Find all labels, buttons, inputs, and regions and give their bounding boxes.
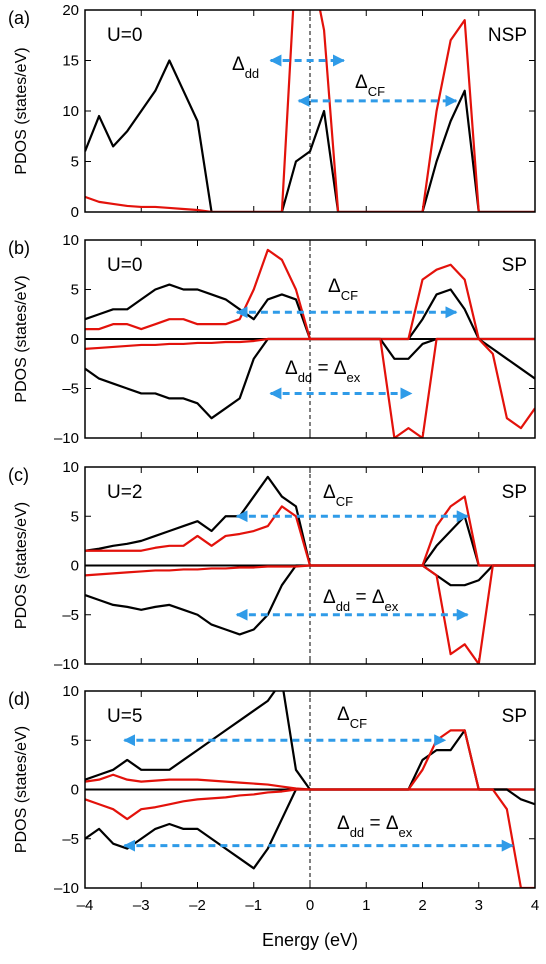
panel-label: (b)	[8, 238, 30, 258]
pdos-line	[85, 337, 535, 438]
x-tick-label: 4	[531, 897, 539, 914]
gap-label-part: CF	[341, 288, 358, 303]
gap-label-part: ex	[385, 599, 399, 614]
panel-label: (a)	[8, 8, 30, 28]
frame	[84, 239, 536, 439]
gap-label-part: ex	[347, 370, 361, 385]
y-tick-label: –10	[54, 656, 79, 673]
y-tick-label: 20	[62, 2, 79, 19]
gap-label-part: CF	[350, 716, 367, 731]
pdos-line	[85, 788, 535, 888]
gap-label-part: dd	[336, 599, 350, 614]
pdos-line	[85, 788, 535, 870]
panel-label: (c)	[8, 465, 29, 485]
x-axis-label: Energy (eV)	[262, 930, 358, 950]
y-tick-label: 5	[71, 508, 79, 525]
gap-label: Δdd = Δex	[337, 813, 413, 840]
mode-label: SP	[502, 482, 527, 503]
y-axis-label: PDOS (states/eV)	[13, 275, 30, 402]
gap-label: ΔCF	[337, 704, 367, 731]
gap-label-part: = Δ	[350, 587, 385, 608]
pdos-line	[85, 564, 535, 664]
y-tick-label: 0	[71, 782, 79, 799]
frame	[84, 9, 536, 213]
x-tick-label: –1	[245, 897, 262, 914]
gap-label: ΔCF	[323, 482, 353, 509]
y-tick-label: 5	[71, 732, 79, 749]
panel-label: (d)	[8, 689, 30, 709]
gap-label-part: Δ	[337, 813, 350, 834]
mode-label: SP	[502, 706, 527, 727]
x-tick-label: 0	[306, 897, 314, 914]
mode-label: NSP	[488, 25, 527, 46]
gap-label-part: Δ	[285, 358, 298, 379]
y-tick-label: –10	[54, 430, 79, 447]
y-tick-label: 10	[62, 683, 79, 700]
gap-label-part: = Δ	[312, 358, 347, 379]
y-tick-label: –5	[62, 607, 79, 624]
x-tick-label: –2	[189, 897, 206, 914]
x-tick-label: –3	[133, 897, 150, 914]
x-tick-label: 3	[475, 897, 483, 914]
pdos-line	[85, 10, 535, 212]
gap-label-part: Δ	[232, 54, 245, 75]
gap-label: ΔCF	[355, 72, 385, 99]
y-tick-label: 10	[62, 103, 79, 120]
gap-label-part: Δ	[323, 482, 336, 503]
gap-label-part: CF	[336, 494, 353, 509]
u-label: U=0	[107, 25, 142, 46]
y-tick-label: –5	[62, 381, 79, 398]
y-axis-label: PDOS (states/eV)	[13, 47, 30, 174]
x-tick-label: 2	[418, 897, 426, 914]
gap-label-part: dd	[298, 370, 312, 385]
gap-label: ΔCF	[328, 276, 358, 303]
gap-label-part: Δ	[337, 704, 350, 725]
gap-label-part: dd	[350, 825, 364, 840]
y-tick-label: 10	[62, 459, 79, 476]
gap-label-part: Δ	[323, 587, 336, 608]
y-axis-label: PDOS (states/eV)	[13, 502, 30, 629]
y-tick-label: 0	[71, 331, 79, 348]
x-tick-label: –4	[77, 897, 94, 914]
y-tick-label: 5	[71, 282, 79, 299]
y-tick-label: 0	[71, 204, 79, 221]
gap-label-part: = Δ	[364, 813, 399, 834]
u-label: U=0	[107, 255, 142, 276]
gap-label-part: Δ	[328, 276, 341, 297]
y-axis-label: PDOS (states/eV)	[13, 726, 30, 853]
gap-label: Δdd = Δex	[285, 358, 361, 385]
x-tick-label: 1	[362, 897, 370, 914]
y-tick-label: –10	[54, 880, 79, 897]
gap-label-part: dd	[245, 66, 259, 81]
gap-label-part: ex	[399, 825, 413, 840]
mode-label: SP	[502, 255, 527, 276]
gap-label: Δdd = Δex	[323, 587, 399, 614]
y-tick-label: 0	[71, 558, 79, 575]
frame	[84, 690, 536, 889]
gap-label-part: Δ	[355, 72, 368, 93]
y-tick-label: 15	[62, 53, 79, 70]
gap-label: Δdd	[232, 54, 259, 81]
u-label: U=5	[107, 706, 142, 727]
gap-label-part: CF	[368, 84, 385, 99]
y-tick-label: 10	[62, 232, 79, 249]
frame	[84, 466, 536, 665]
pdos-line	[85, 59, 535, 212]
y-tick-label: 5	[71, 154, 79, 171]
y-tick-label: –5	[62, 831, 79, 848]
u-label: U=2	[107, 482, 142, 503]
